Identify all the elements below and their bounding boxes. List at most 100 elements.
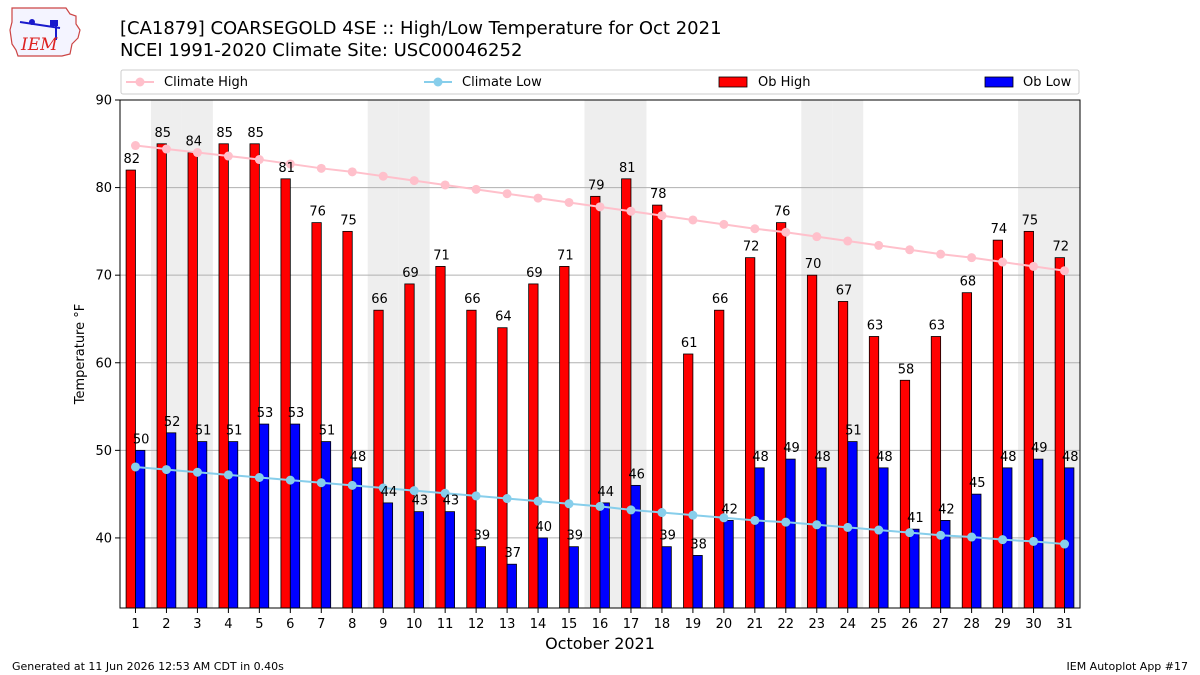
ob-low-bar [166, 432, 177, 609]
ob-low-bar [816, 467, 827, 609]
ob-low-label: 51 [195, 424, 212, 439]
ob-high-bar [466, 309, 477, 609]
ob-low-label: 44 [381, 485, 398, 500]
ob-high-bar [961, 292, 973, 609]
ob-low-label: 40 [535, 520, 552, 535]
ob-high-bar [342, 230, 353, 609]
climate-high-point [998, 257, 1008, 267]
climate-high-point [378, 171, 388, 181]
ob-high-label: 75 [340, 213, 357, 228]
climate-high-point [936, 249, 946, 259]
ob-low-bar [320, 441, 332, 609]
climate-low-point [192, 467, 202, 477]
climate-low-point [347, 480, 357, 490]
climate-high-point [626, 206, 636, 216]
ob-high-bar [528, 283, 539, 609]
ob-high-bar [652, 204, 663, 609]
climate-low-point [657, 508, 667, 518]
legend-box [120, 69, 1080, 95]
ob-high-label: 82 [124, 152, 141, 167]
x-tick-label: 26 [901, 617, 918, 632]
ob-high-label: 69 [526, 266, 543, 281]
iem-logo [9, 7, 81, 57]
ob-high-bar [435, 266, 446, 609]
ob-low-bar [909, 528, 920, 609]
y-tick-label: 40 [95, 531, 112, 546]
climate-low-point [905, 528, 915, 538]
ob-high-label: 71 [433, 248, 450, 263]
climate-low-point [440, 488, 450, 498]
ob-low-label: 50 [133, 432, 150, 447]
climate-high-point [1029, 261, 1039, 271]
ob-low-bar [537, 537, 548, 609]
climate-high-point [192, 148, 202, 158]
ob-low-bar [630, 484, 641, 609]
ob-low-label: 48 [1062, 450, 1079, 465]
ob-high-label: 85 [247, 126, 264, 141]
legend-label-ob-high: Ob High [758, 75, 811, 90]
y-axis-ticks: 40 50 60 70 80 90 [95, 94, 120, 546]
ob-low-label: 38 [690, 537, 707, 552]
y-tick-label: 70 [95, 269, 112, 284]
ob-low-bar [289, 423, 301, 609]
ob-low-label: 42 [721, 502, 738, 517]
x-axis-ticks: 1 2 3 4 5 6 7 8 9 10 11 12 13 14 15 16 17 18 19 20 21 22 23 24 2… [131, 608, 1073, 632]
climate-low-point [161, 465, 171, 475]
ob-low-bar [692, 555, 703, 609]
ob-low-bar [475, 546, 486, 609]
climate-high-point [843, 236, 853, 246]
ob-low-bar [1064, 467, 1075, 609]
climate-low-point [254, 472, 264, 482]
ob-high-label: 76 [309, 205, 326, 220]
x-tick-label: 9 [379, 617, 387, 632]
climate-high-point [564, 197, 574, 207]
ob-high-label: 66 [712, 292, 729, 307]
climate-low-point [626, 505, 636, 515]
climate-low-point [409, 486, 419, 496]
ob-high-label: 69 [402, 266, 419, 281]
climate-high-point [409, 176, 419, 186]
climate-low-point [533, 496, 543, 506]
ob-low-bar [382, 502, 394, 609]
ob-high-bar [404, 283, 415, 609]
ob-high-label: 85 [216, 126, 233, 141]
ob-high-bars [125, 143, 1065, 609]
x-tick-label: 21 [747, 617, 764, 632]
x-tick-label: 5 [255, 617, 263, 632]
ob-high-label: 78 [650, 187, 667, 202]
ob-low-label: 44 [597, 485, 614, 500]
legend-label-climate-low: Climate Low [462, 75, 542, 90]
ob-high-label: 61 [681, 336, 698, 351]
climate-low-point [719, 513, 729, 523]
ob-high-label: 75 [1022, 213, 1039, 228]
x-axis-label: October 2021 [545, 634, 655, 653]
ob-low-bar [754, 467, 765, 609]
ob-high-bar [559, 266, 570, 609]
y-tick-label: 50 [95, 444, 112, 459]
ob-high-label: 66 [464, 292, 481, 307]
x-tick-label: 27 [932, 617, 949, 632]
ob-low-label: 39 [474, 529, 491, 544]
climate-low-point [967, 532, 977, 542]
ob-low-label: 53 [288, 406, 305, 421]
y-tick-label: 60 [95, 356, 112, 371]
legend-item-ob-high: Ob High [718, 75, 811, 90]
ob-high-label: 85 [154, 126, 171, 141]
ob-low-bar [197, 441, 208, 609]
climate-high-point [688, 215, 698, 225]
ob-high-label: 64 [495, 310, 512, 325]
climate-low-point [874, 525, 884, 535]
ob-low-bar [135, 449, 146, 609]
ob-high-bar [280, 178, 291, 609]
ob-high-label: 74 [991, 222, 1008, 237]
climate-high-point [905, 245, 915, 255]
x-tick-label: 11 [437, 617, 454, 632]
climate-lines [130, 141, 1070, 549]
ob-low-label: 37 [505, 546, 522, 561]
ob-high-bar [806, 274, 818, 609]
ob-high-label: 63 [929, 318, 946, 333]
x-tick-label: 17 [623, 617, 640, 632]
x-tick-label: 29 [994, 617, 1011, 632]
ob-low-label: 48 [814, 450, 831, 465]
ob-low-label: 39 [566, 529, 583, 544]
